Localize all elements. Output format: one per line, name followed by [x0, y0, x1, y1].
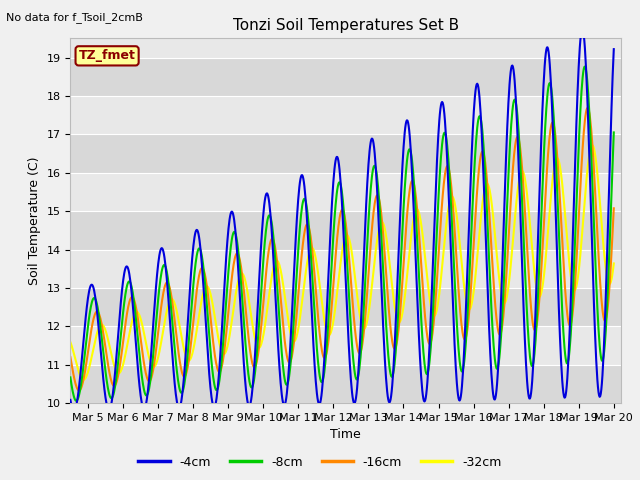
Text: No data for f_Tsoil_2cmB: No data for f_Tsoil_2cmB: [6, 12, 143, 23]
Bar: [70, 134, 621, 173]
Bar: [70, 58, 621, 96]
X-axis label: Time: Time: [330, 429, 361, 442]
Bar: [70, 326, 621, 365]
Bar: [70, 250, 621, 288]
Text: TZ_fmet: TZ_fmet: [79, 49, 136, 62]
Bar: [70, 173, 621, 211]
Bar: [70, 96, 621, 134]
Title: Tonzi Soil Temperatures Set B: Tonzi Soil Temperatures Set B: [232, 18, 459, 33]
Y-axis label: Soil Temperature (C): Soil Temperature (C): [28, 156, 41, 285]
Bar: [70, 365, 621, 403]
Bar: [70, 211, 621, 250]
Legend: -4cm, -8cm, -16cm, -32cm: -4cm, -8cm, -16cm, -32cm: [133, 451, 507, 474]
Bar: [70, 288, 621, 326]
